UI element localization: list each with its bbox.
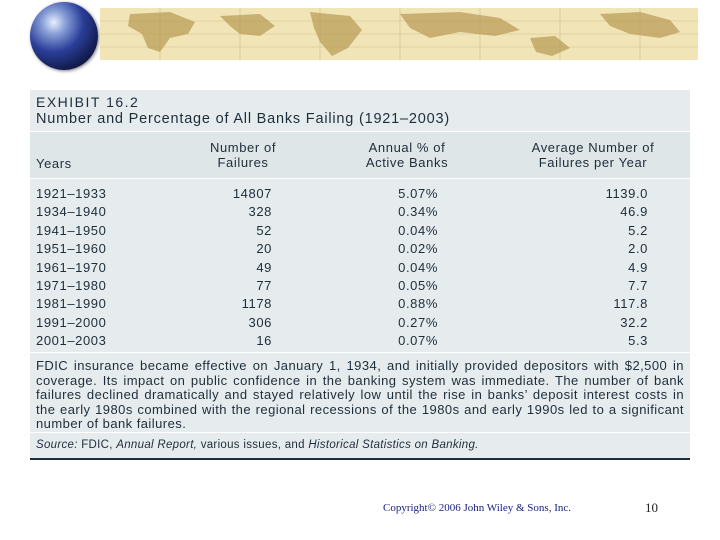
- col-header-avg-failures: Average Number of Failures per Year: [531, 140, 655, 170]
- cell-failures: 52: [256, 222, 272, 238]
- cell-annual-pct: 5.07%: [398, 186, 438, 201]
- cell-avg-failures: 5.2: [628, 222, 648, 238]
- table-row: 1961–1970 49 0.04% 4.9: [30, 259, 690, 277]
- world-map-banner: [100, 8, 698, 60]
- exhibit-panel: EXHIBIT 16.2 Number and Percentage of Al…: [30, 90, 690, 460]
- cell-avg-failures: 117.8: [613, 296, 648, 312]
- exhibit-header: EXHIBIT 16.2 Number and Percentage of Al…: [30, 90, 690, 132]
- cell-failures: 1178: [241, 296, 272, 312]
- cell-avg-failures: 32.2: [620, 314, 648, 330]
- table-row: 1951–1960 20 0.02% 2.0: [30, 240, 690, 258]
- col-header-annual-pct: Annual % of Active Banks: [365, 140, 449, 170]
- cell-failures: 16: [256, 333, 272, 349]
- col-header-years: Years: [36, 156, 72, 171]
- cell-annual-pct: 0.04%: [398, 222, 438, 238]
- cell-years: 1981–1990: [36, 296, 107, 312]
- page-number: 10: [645, 500, 658, 515]
- globe-logo: [30, 2, 98, 70]
- column-headers: Years Number of Failures Annual % of Act…: [30, 132, 690, 179]
- exhibit-label: EXHIBIT 16.2: [36, 94, 140, 110]
- exhibit-title: Number and Percentage of All Banks Faili…: [36, 111, 450, 127]
- cell-annual-pct: 0.07%: [398, 333, 438, 349]
- cell-failures: 306: [248, 314, 272, 330]
- cell-annual-pct: 0.04%: [398, 259, 438, 275]
- cell-avg-failures: 46.9: [620, 204, 648, 220]
- cell-failures: 328: [248, 204, 272, 220]
- cell-avg-failures: 5.3: [628, 333, 648, 349]
- cell-years: 1941–1950: [36, 222, 107, 238]
- table-row: 2001–2003 16 0.07% 5.3: [30, 332, 690, 350]
- table-row: 1921–1933 14807 5.07% 1139.0: [30, 185, 690, 203]
- cell-years: 1991–2000: [36, 314, 107, 330]
- cell-annual-pct: 0.34%: [398, 204, 438, 220]
- cell-avg-failures: 1139.0: [605, 186, 648, 201]
- table-body: 1921–1933 14807 5.07% 1139.0 1934–1940 328 0.3…: [30, 179, 690, 351]
- table-row: 1971–1980 77 0.05% 7.7: [30, 277, 690, 295]
- cell-avg-failures: 2.0: [628, 241, 648, 257]
- exhibit-source: Source: FDIC, Annual Report, various iss…: [30, 432, 690, 458]
- col-header-failures: Number of Failures: [209, 140, 277, 170]
- table-row: 1981–1990 1178 0.88% 117.8: [30, 295, 690, 313]
- cell-years: 1934–1940: [36, 204, 107, 220]
- cell-failures: 14807: [232, 186, 272, 201]
- cell-failures: 20: [256, 241, 272, 257]
- cell-failures: 77: [256, 277, 272, 293]
- cell-avg-failures: 4.9: [628, 259, 648, 275]
- cell-annual-pct: 0.27%: [398, 314, 438, 330]
- table-row: 1934–1940 328 0.34% 46.9: [30, 203, 690, 221]
- cell-years: 1921–1933: [36, 186, 107, 201]
- copyright-footer: Copyright© 2006 John Wiley & Sons, Inc.: [383, 502, 571, 514]
- cell-failures: 49: [256, 259, 272, 275]
- exhibit-note: FDIC insurance became effective on Janua…: [30, 352, 690, 432]
- cell-annual-pct: 0.88%: [398, 296, 438, 312]
- cell-years: 1951–1960: [36, 241, 107, 257]
- cell-annual-pct: 0.02%: [398, 241, 438, 257]
- cell-years: 1961–1970: [36, 259, 107, 275]
- table-row: 1941–1950 52 0.04% 5.2: [30, 222, 690, 240]
- cell-annual-pct: 0.05%: [398, 277, 438, 293]
- cell-years: 2001–2003: [36, 333, 107, 349]
- cell-avg-failures: 7.7: [628, 277, 648, 293]
- cell-years: 1971–1980: [36, 277, 107, 293]
- table-row: 1991–2000 306 0.27% 32.2: [30, 314, 690, 332]
